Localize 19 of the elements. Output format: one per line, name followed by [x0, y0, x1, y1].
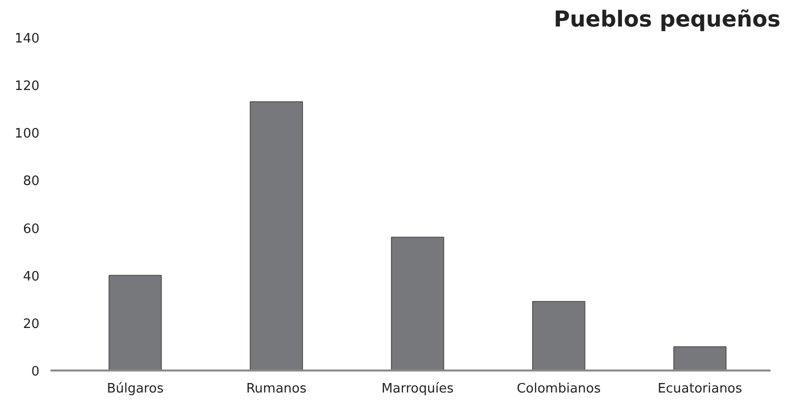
y-tick-label: 0	[31, 364, 40, 380]
x-tick-label: Colombianos	[516, 382, 601, 396]
y-tick-label: 40	[22, 269, 40, 284]
bar	[108, 274, 162, 370]
y-tick-label: 140	[14, 32, 40, 46]
bar	[673, 346, 727, 370]
y-tick-label: 80	[22, 174, 40, 190]
x-tick-label: Rumanos	[246, 382, 307, 396]
y-tick-label: 20	[22, 316, 40, 332]
y-tick-label: 60	[22, 222, 40, 237]
y-tick-label: 100	[14, 126, 40, 142]
chart-title: Pueblos pequeños	[554, 8, 781, 32]
bar	[532, 301, 586, 370]
x-tick-label: Ecuatorianos	[658, 382, 742, 396]
bar	[250, 101, 303, 370]
bar	[390, 236, 444, 370]
x-tick-label: Marroquíes	[381, 382, 454, 396]
x-tick-label: Búlgaros	[106, 382, 164, 396]
y-tick-label: 120	[14, 79, 40, 94]
